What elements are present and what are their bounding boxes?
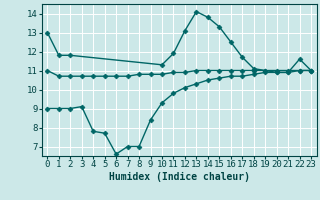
X-axis label: Humidex (Indice chaleur): Humidex (Indice chaleur) — [109, 172, 250, 182]
